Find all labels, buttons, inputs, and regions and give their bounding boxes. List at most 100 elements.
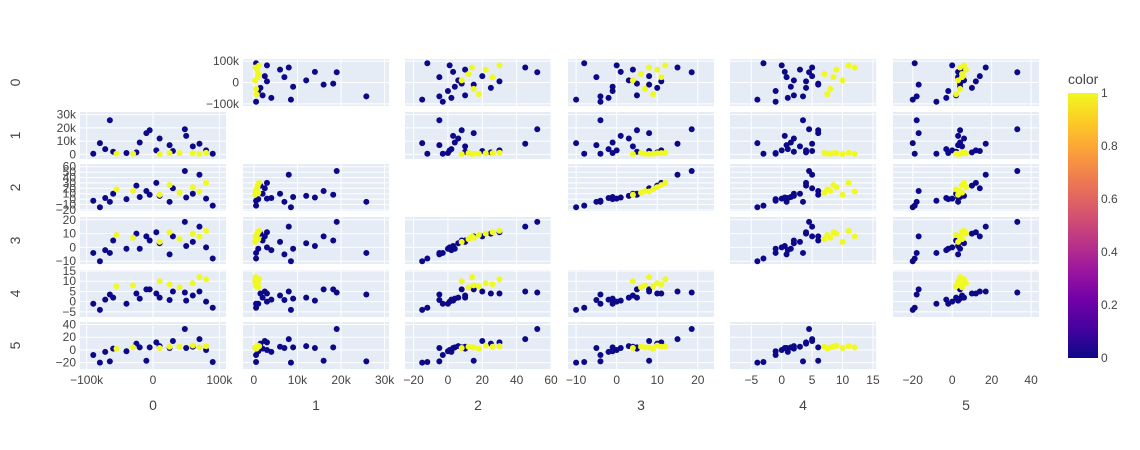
y-tick-label: 20 — [63, 330, 77, 344]
data-point — [945, 300, 952, 307]
subplot-3-vs-2 — [405, 217, 552, 265]
y-tick-label: 10 — [63, 274, 77, 288]
data-point — [646, 130, 653, 137]
data-point — [203, 195, 210, 202]
y-tick-label: −10 — [56, 198, 77, 212]
data-point — [333, 218, 340, 225]
data-point — [839, 191, 846, 198]
data-point — [330, 237, 337, 244]
data-point — [166, 142, 173, 149]
data-point — [259, 92, 266, 99]
data-point — [196, 223, 203, 230]
data-point — [830, 74, 837, 81]
data-point — [252, 233, 259, 240]
data-point — [196, 233, 203, 240]
data-point — [263, 298, 270, 305]
data-point — [253, 255, 260, 262]
data-point — [489, 343, 496, 350]
data-point — [772, 352, 779, 359]
data-point — [252, 344, 259, 351]
data-point — [617, 132, 624, 139]
y-tick-label: 15 — [63, 264, 77, 278]
data-point — [487, 84, 494, 91]
data-point — [320, 233, 327, 240]
data-point — [143, 233, 150, 240]
data-point — [311, 194, 318, 201]
data-point — [605, 94, 612, 101]
data-point — [982, 223, 989, 230]
x-dimension-label: 4 — [799, 397, 807, 413]
data-point — [181, 218, 188, 225]
data-point — [496, 62, 503, 69]
x-dimension-label: 0 — [149, 397, 157, 413]
data-point — [688, 69, 695, 76]
data-point — [646, 357, 653, 364]
data-point — [169, 233, 176, 240]
data-point — [800, 117, 806, 124]
data-point — [933, 249, 940, 256]
data-point — [913, 117, 920, 124]
data-point — [311, 243, 318, 250]
data-point — [285, 336, 292, 343]
data-point — [806, 126, 813, 133]
data-point — [815, 237, 822, 244]
x-dimension-label: 3 — [637, 397, 645, 413]
data-point — [153, 179, 160, 186]
data-point — [593, 345, 600, 352]
y-dimension-label: 2 — [7, 183, 23, 191]
data-point — [285, 223, 292, 230]
data-point — [489, 281, 496, 288]
data-point — [209, 304, 216, 311]
data-point — [1014, 126, 1021, 133]
data-point — [803, 179, 810, 186]
subplot-4-vs-3 — [568, 270, 714, 317]
data-point — [489, 150, 496, 157]
data-point — [646, 81, 653, 88]
data-point — [263, 290, 270, 297]
data-point — [982, 64, 989, 71]
subplot-2-vs-3 — [568, 164, 714, 211]
data-point — [183, 194, 190, 201]
data-point — [674, 140, 681, 147]
data-point — [915, 233, 922, 240]
data-point — [263, 244, 270, 251]
data-point — [581, 359, 588, 366]
y-tick-label: 0 — [69, 192, 76, 206]
colorbar-tick-label: 0.8 — [1101, 139, 1118, 153]
data-point — [196, 188, 203, 195]
data-point — [851, 150, 858, 157]
data-point — [462, 143, 469, 150]
data-point — [796, 343, 803, 350]
data-point — [949, 62, 956, 69]
x-tick-label: 60 — [544, 373, 558, 387]
data-point — [642, 85, 649, 92]
data-point — [658, 74, 665, 81]
data-point — [90, 300, 97, 307]
data-point — [945, 196, 952, 203]
data-point — [972, 290, 979, 297]
data-point — [658, 78, 665, 85]
data-point — [760, 202, 767, 209]
data-point — [419, 306, 426, 313]
data-point — [605, 146, 612, 153]
data-point — [522, 288, 529, 295]
data-point — [203, 179, 210, 186]
data-point — [955, 251, 962, 258]
data-point — [263, 78, 270, 85]
data-point — [957, 64, 964, 71]
data-point — [809, 185, 816, 192]
subplot-5-vs-4 — [730, 322, 876, 369]
data-point — [1014, 218, 1021, 225]
data-point — [290, 295, 297, 302]
data-point — [130, 150, 137, 157]
data-point — [772, 150, 779, 157]
data-point — [450, 297, 457, 304]
data-point — [419, 258, 426, 265]
data-point — [976, 185, 983, 192]
data-point — [253, 304, 260, 311]
data-point — [156, 150, 163, 157]
data-point — [654, 84, 661, 91]
data-point — [261, 73, 268, 80]
data-point — [203, 227, 210, 234]
